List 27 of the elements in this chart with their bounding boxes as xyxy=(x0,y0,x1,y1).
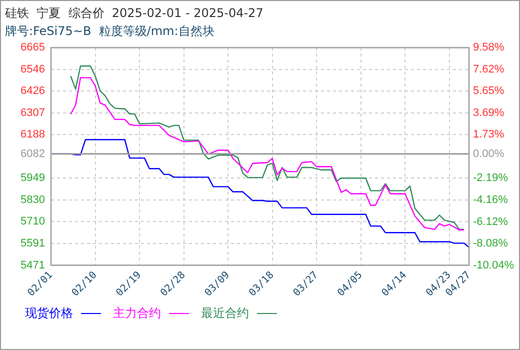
y2-tick-label: 9.58% xyxy=(473,42,504,54)
y2-tick-label: 5.65% xyxy=(473,85,504,98)
y2-tick-label: 0.00% xyxy=(473,148,504,160)
y2-tick-label: 7.62% xyxy=(473,63,504,76)
y-tick-label: 5710 xyxy=(20,216,45,228)
y-tick-label: 5591 xyxy=(20,237,45,250)
y2-tick-label: -8.08% xyxy=(473,238,508,250)
legend-label: 最近合约 xyxy=(201,306,249,320)
y-tick-label: 5830 xyxy=(20,194,45,206)
legend-label: 主力合约 xyxy=(113,306,161,320)
y-tick-label: 5949 xyxy=(20,172,45,184)
y2-tick-label: 1.73% xyxy=(473,128,504,141)
y2-tick-label: -2.19% xyxy=(473,172,508,184)
y-tick-label: 5471 xyxy=(20,259,45,272)
y2-tick-label: 3.69% xyxy=(473,106,504,119)
y-tick-label: 6188 xyxy=(20,128,45,141)
legend-label: 现货价格 xyxy=(25,306,73,320)
y-tick-label: 6307 xyxy=(20,106,45,119)
chart-title: 硅铁 宁夏 综合价 2025-02-01 - 2025-04-27 xyxy=(5,5,264,22)
y-tick-label: 6082 xyxy=(20,148,45,160)
y2-tick-label: -4.16% xyxy=(473,194,508,206)
y2-tick-label: -6.12% xyxy=(473,216,508,228)
y2-tick-label: -10.04% xyxy=(473,259,514,272)
y-tick-label: 6426 xyxy=(20,85,45,98)
y-tick-label: 6665 xyxy=(20,42,45,54)
chart-subtitle: 牌号:FeSi75~B 粒度等级/mm:自然块 xyxy=(5,23,214,40)
y-tick-label: 6546 xyxy=(20,63,45,76)
